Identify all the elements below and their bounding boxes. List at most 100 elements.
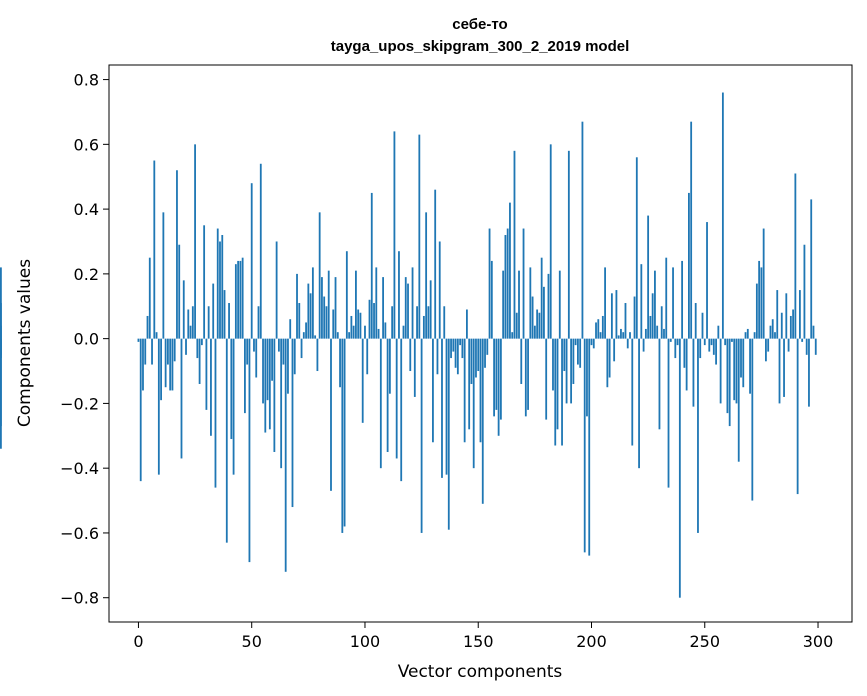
bar [556,338,559,430]
bar [674,338,677,359]
bar [570,338,573,404]
bar [649,315,652,339]
bar [660,306,663,339]
bar [223,290,226,339]
bar [366,338,369,375]
bar [774,332,776,339]
bar [638,338,640,469]
bar [688,192,690,339]
bar [203,225,206,339]
bar [298,303,301,339]
bar [694,303,697,339]
bar [393,131,396,339]
bar [375,267,378,339]
bar [246,338,249,365]
y-tick-label: 0.4 [74,200,99,219]
bar [681,260,684,339]
bar [767,338,770,352]
x-tick-label: 250 [689,632,720,651]
bar [452,338,455,352]
bar [710,338,713,346]
bar [257,306,260,339]
bar [502,270,505,339]
bar [685,338,688,391]
bar [454,338,457,368]
bar [293,338,296,375]
bar [801,338,804,342]
bar [169,338,172,391]
bar [721,92,724,339]
bar [350,315,353,339]
bar [588,338,591,556]
bar [445,338,448,475]
bar [726,338,729,414]
bar [171,338,174,391]
bar [189,325,192,339]
bar [373,303,375,339]
bar [384,322,387,339]
bar [783,338,785,397]
y-axis-label: Components values [15,259,35,427]
bar [345,251,348,339]
bar [425,212,428,339]
x-tick-label: 100 [350,632,381,651]
bar [268,338,271,430]
bar [316,338,319,372]
bar [724,338,727,346]
bar [715,338,717,365]
bar [742,338,745,388]
bar [805,338,808,355]
bar [506,228,509,339]
y-tick-label: −0.2 [60,394,99,413]
bar [728,338,731,427]
bar [305,322,307,339]
bar [472,338,475,469]
bar [377,328,380,339]
bar [518,270,520,339]
bar [311,267,314,339]
bar [339,338,341,388]
bar [244,338,246,414]
bar [255,338,258,378]
bar [654,270,656,339]
bar [484,338,486,368]
y-tick-label: 0.0 [74,330,99,349]
bar [327,270,330,339]
bar [259,163,262,339]
bar [703,338,706,346]
bar [275,241,278,339]
bar [336,332,339,339]
bar [762,228,765,339]
bar [459,338,462,346]
bar [676,338,679,346]
bar [803,244,806,339]
bar [769,325,772,339]
bar [219,241,221,339]
bar [404,277,407,339]
bar [778,338,781,404]
bar [198,338,201,384]
bar [538,312,541,339]
bar [468,338,471,430]
bar [737,338,740,462]
bar [780,312,783,339]
bar [495,338,498,410]
bar [561,338,563,446]
bar [262,338,264,404]
bar [493,338,495,417]
bar [529,267,532,339]
bar [617,335,620,339]
x-axis-label: Vector components [398,662,563,682]
bar [230,338,233,440]
bar [590,338,593,346]
bar [368,299,371,339]
y-tick-label: −0.4 [60,459,99,478]
bar [592,338,595,349]
bar [443,306,446,339]
y-tick-label: −0.6 [60,524,99,543]
bar [420,338,423,533]
bar [282,338,285,365]
bar [225,338,228,543]
x-tick-label: 50 [242,632,262,651]
bar [597,319,600,339]
